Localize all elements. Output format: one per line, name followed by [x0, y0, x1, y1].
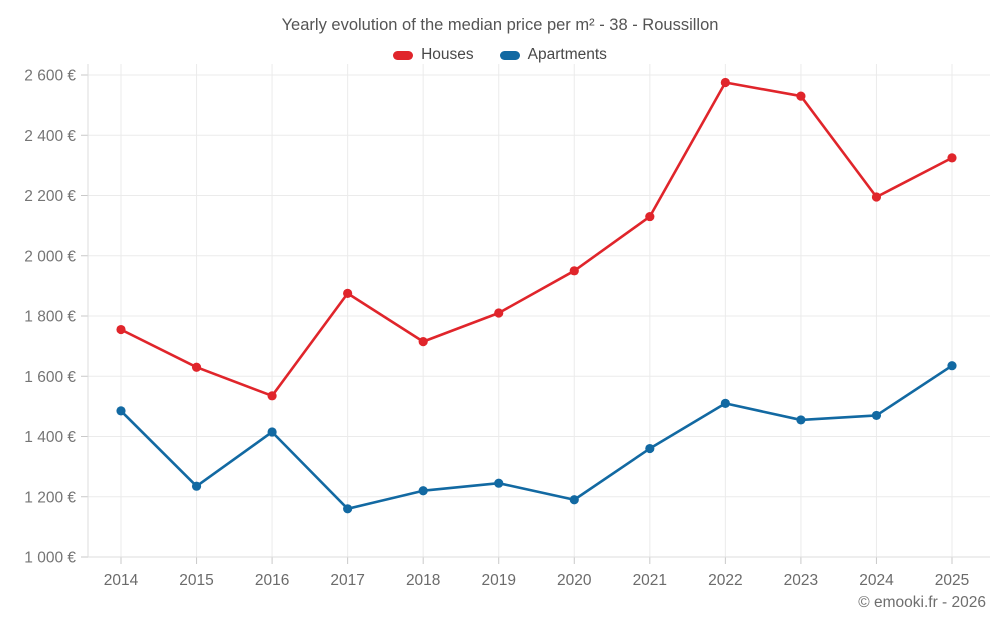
data-point-houses-2020[interactable] [569, 266, 579, 276]
data-point-apartments-2021[interactable] [645, 443, 655, 454]
y-axis-tick-label: 1 800 € [24, 309, 76, 326]
data-point-apartments-2018[interactable] [418, 486, 428, 496]
x-axis-tick-label: 2022 [708, 572, 742, 589]
y-axis-tick-label: 1 400 € [24, 429, 76, 446]
y-axis-tick-label: 2 400 € [24, 128, 76, 145]
data-point-apartments-2014[interactable] [116, 406, 126, 416]
data-point-apartments-2017[interactable] [343, 504, 353, 514]
data-point-houses-2025[interactable] [947, 153, 957, 163]
data-point-apartments-2022[interactable] [720, 398, 730, 408]
apartments-legend-swatch-icon [499, 50, 520, 60]
chart-legend: Houses Apartments [0, 46, 1000, 64]
legend-label-apartments: Apartments [527, 46, 607, 63]
data-point-apartments-2016[interactable] [267, 427, 277, 437]
legend-label-houses: Houses [421, 46, 474, 63]
legend-item-apartments[interactable]: Apartments [499, 46, 607, 64]
series-line-houses [119, 81, 954, 398]
data-point-apartments-2015[interactable] [191, 481, 202, 491]
x-axis-tick-label: 2025 [935, 572, 969, 589]
y-axis-tick-label: 1 600 € [24, 369, 76, 386]
chart-title: Yearly evolution of the median price per… [281, 16, 719, 34]
x-axis-tick-label: 2020 [557, 572, 592, 589]
x-axis-tick-label: 2019 [481, 572, 515, 589]
x-axis-tick-label: 2017 [330, 572, 364, 589]
data-point-apartments-2020[interactable] [569, 495, 579, 505]
data-point-houses-2021[interactable] [645, 211, 655, 222]
data-point-houses-2024[interactable] [871, 192, 882, 202]
x-axis-tick-label: 2021 [633, 572, 667, 589]
data-point-houses-2023[interactable] [796, 91, 806, 101]
data-point-apartments-2023[interactable] [796, 415, 806, 425]
x-axis-tick-label: 2016 [255, 572, 289, 589]
data-point-apartments-2025[interactable] [947, 361, 957, 371]
data-point-apartments-2024[interactable] [871, 410, 882, 421]
x-axis-tick-label: 2015 [179, 572, 213, 589]
y-axis-tick-label: 1 200 € [24, 489, 76, 506]
x-axis-tick-label: 2018 [406, 572, 440, 589]
data-point-houses-2015[interactable] [191, 362, 202, 372]
data-point-houses-2019[interactable] [494, 308, 504, 318]
data-point-apartments-2019[interactable] [494, 478, 504, 488]
houses-legend-swatch-icon [393, 50, 414, 60]
copyright-credit: © emooki.fr - 2026 [858, 594, 986, 611]
legend-item-houses[interactable]: Houses [393, 46, 474, 64]
x-axis-tick-label: 2014 [104, 572, 139, 589]
data-point-houses-2022[interactable] [720, 77, 730, 88]
data-point-houses-2014[interactable] [116, 324, 126, 335]
x-axis-tick-label: 2023 [784, 572, 818, 589]
series-line-apartments [119, 364, 954, 511]
y-axis-tick-label: 2 600 € [24, 68, 76, 85]
x-axis-tick-label: 2024 [859, 572, 894, 589]
y-axis-tick-label: 1 000 € [24, 550, 76, 567]
data-point-houses-2018[interactable] [418, 337, 428, 347]
data-point-houses-2017[interactable] [343, 288, 353, 299]
y-axis-tick-label: 2 000 € [24, 248, 76, 265]
y-axis-tick-label: 2 200 € [24, 188, 76, 205]
data-point-houses-2016[interactable] [267, 391, 277, 401]
